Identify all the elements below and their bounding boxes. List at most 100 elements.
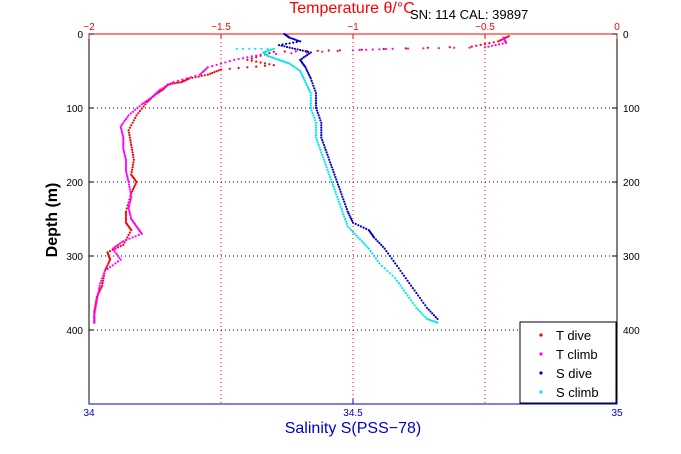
- data-point: [436, 321, 439, 324]
- data-point: [340, 193, 343, 196]
- data-point: [163, 85, 166, 89]
- data-point: [505, 36, 509, 39]
- data-point: [297, 68, 300, 71]
- depth-tick-label-right: 300: [623, 252, 640, 263]
- data-point: [337, 185, 340, 188]
- data-point: [307, 52, 311, 55]
- data-point: [401, 272, 404, 275]
- data-point: [309, 97, 312, 100]
- data-point: [118, 242, 121, 245]
- data-point: [128, 231, 131, 234]
- data-point: [318, 146, 321, 149]
- series-t-dive: [93, 35, 510, 324]
- data-point: [119, 245, 122, 248]
- data-point: [479, 43, 482, 47]
- chart-title: Temperature θ/°C: [289, 0, 415, 17]
- data-point: [490, 44, 494, 47]
- data-point: [320, 131, 323, 134]
- data-point: [128, 237, 131, 240]
- series-s-climb: [235, 47, 439, 324]
- data-point: [397, 267, 400, 270]
- depth-tick-label-right: 200: [623, 178, 640, 189]
- data-point: [278, 58, 281, 62]
- data-point: [378, 262, 381, 265]
- data-point: [120, 131, 124, 134]
- data-point: [263, 62, 267, 65]
- data-point: [128, 136, 131, 139]
- data-point: [341, 210, 344, 213]
- data-point: [120, 129, 123, 132]
- data-point: [172, 81, 175, 84]
- data-point: [123, 153, 126, 156]
- data-point: [337, 200, 340, 203]
- data-point: [378, 48, 381, 51]
- data-point: [327, 156, 330, 159]
- data-point: [359, 225, 362, 228]
- data-point: [314, 119, 317, 122]
- data-point: [97, 289, 100, 292]
- data-point: [197, 75, 200, 78]
- data-point: [130, 143, 133, 147]
- data-point: [365, 48, 368, 51]
- data-point: [307, 50, 310, 54]
- data-point: [130, 195, 133, 198]
- data-point: [378, 241, 381, 245]
- data-point: [132, 156, 135, 159]
- data-point: [339, 205, 342, 208]
- data-point: [321, 50, 324, 53]
- data-point: [336, 195, 339, 198]
- data-point: [314, 97, 318, 100]
- data-point: [353, 232, 356, 235]
- data-point: [410, 299, 413, 302]
- data-point: [388, 254, 392, 258]
- data-point: [132, 186, 135, 189]
- data-point: [362, 226, 365, 229]
- data-point: [285, 45, 289, 49]
- data-point: [140, 103, 143, 106]
- data-point: [385, 250, 388, 253]
- data-point: [93, 311, 96, 314]
- data-point: [126, 177, 129, 180]
- data-point: [395, 264, 399, 267]
- data-point: [116, 260, 120, 263]
- data-point: [336, 49, 339, 53]
- data-point: [132, 158, 135, 161]
- data-point: [410, 284, 413, 287]
- data-point: [98, 284, 101, 287]
- data-point: [290, 63, 293, 66]
- data-point: [161, 87, 164, 90]
- data-point: [104, 267, 107, 271]
- data-point: [322, 141, 325, 144]
- data-point: [127, 233, 130, 237]
- data-point: [268, 63, 271, 66]
- data-point: [326, 168, 329, 171]
- data-point: [307, 73, 311, 76]
- data-point: [498, 43, 501, 46]
- data-point: [483, 42, 487, 46]
- data-point: [425, 306, 428, 309]
- data-point: [106, 267, 109, 271]
- data-point: [288, 36, 291, 39]
- data-point: [102, 272, 106, 275]
- data-point: [288, 42, 291, 45]
- data-point: [97, 291, 100, 295]
- data-point: [306, 53, 309, 57]
- data-point: [122, 149, 125, 152]
- data-point: [107, 262, 110, 265]
- data-point: [250, 57, 253, 60]
- data-point: [314, 89, 317, 92]
- data-point: [351, 221, 355, 224]
- data-point: [120, 123, 124, 126]
- data-point: [431, 312, 434, 315]
- data-point: [314, 104, 318, 107]
- data-point: [294, 50, 297, 53]
- data-point: [406, 294, 409, 297]
- data-point: [494, 44, 497, 47]
- data-point: [322, 156, 325, 159]
- data-point: [266, 47, 269, 50]
- data-point: [206, 73, 209, 76]
- data-point: [425, 317, 428, 320]
- data-point: [324, 163, 327, 166]
- data-point: [360, 240, 363, 243]
- data-point: [124, 169, 128, 172]
